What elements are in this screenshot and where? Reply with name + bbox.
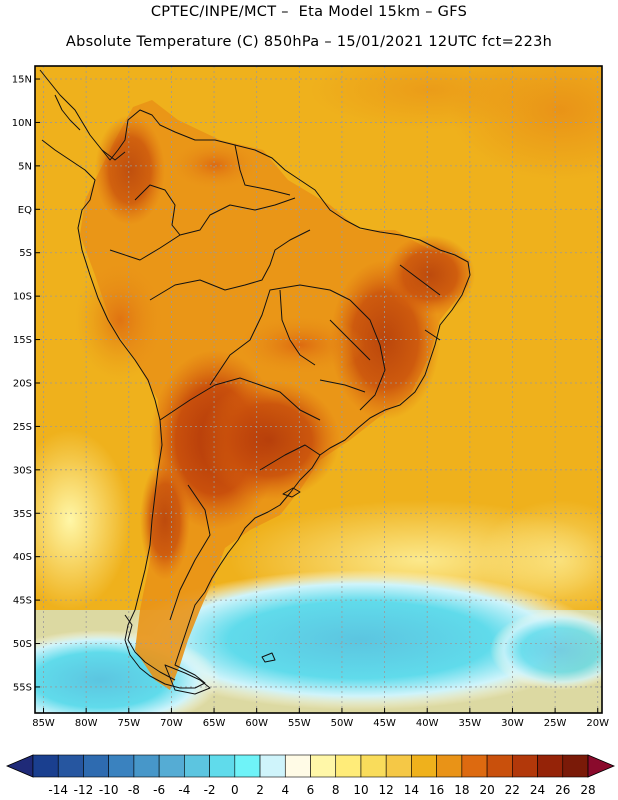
- colorbar-label: -6: [153, 783, 165, 797]
- colorbar-segment: [184, 754, 210, 778]
- lat-tick-label: 45S: [13, 596, 32, 607]
- colorbar-label: 20: [479, 783, 494, 797]
- lon-tick-label: 70W: [160, 718, 183, 729]
- colorbar-segment: [562, 754, 589, 778]
- colorbar-label: 28: [580, 783, 595, 797]
- colorbar-segment: [158, 754, 185, 778]
- colorbar-segment: [461, 754, 488, 778]
- colorbar-segment: [310, 754, 337, 778]
- colorbar-label: 2: [256, 783, 264, 797]
- colorbar-under-arrow: [5, 754, 34, 778]
- lat-tick-label: 15N: [12, 75, 32, 86]
- colorbar-label: -2: [204, 783, 216, 797]
- lon-tick-label: 55W: [288, 718, 311, 729]
- colorbar-label: 0: [231, 783, 239, 797]
- lat-tick-label: 50S: [13, 639, 32, 650]
- lon-tick-label: 65W: [203, 718, 226, 729]
- lat-tick-label: EQ: [18, 205, 32, 216]
- lat-tick-label: 5N: [18, 161, 32, 172]
- colorbar-segment: [385, 754, 412, 778]
- colorbar-label: 12: [379, 783, 394, 797]
- lon-tick-label: 75W: [117, 718, 140, 729]
- colorbar-segment: [537, 754, 564, 778]
- colorbar-label: 6: [307, 783, 315, 797]
- colorbar-segment: [360, 754, 387, 778]
- temperature-field: [35, 66, 602, 713]
- colorbar-label: -14: [48, 783, 68, 797]
- colorbar-segment: [486, 754, 513, 778]
- lon-tick-label: 40W: [416, 718, 439, 729]
- lat-tick-label: 30S: [13, 465, 32, 476]
- lon-tick-label: 45W: [373, 718, 396, 729]
- colorbar-segment: [57, 754, 84, 778]
- lat-tick-label: 25S: [13, 422, 32, 433]
- colorbar-label: -8: [128, 783, 140, 797]
- map-title-line1: CPTEC/INPE/MCT – Eta Model 15km – GFS: [150, 4, 468, 20]
- colorbar-label: 18: [454, 783, 469, 797]
- lat-tick-label: 10N: [12, 118, 32, 129]
- colorbar-segment: [133, 754, 160, 778]
- axis-ticks: 15N 10N 5N EQ 5S 10S 15S 20S 25S 30S 35S 40S 45S 50S 5…: [12, 75, 609, 729]
- colorbar-label: 8: [332, 783, 340, 797]
- lat-tick-label: 20S: [13, 378, 32, 389]
- colorbar-segment: [32, 754, 59, 778]
- colorbar-segment: [234, 754, 261, 778]
- lon-tick-label: 20W: [586, 718, 609, 729]
- colorbar-label: -4: [178, 783, 190, 797]
- colorbar-label: 4: [281, 783, 289, 797]
- colorbar-label: 22: [505, 783, 520, 797]
- colorbar-segment: [436, 754, 463, 778]
- map-frame: [34, 65, 603, 714]
- colorbar-segment: [335, 754, 362, 778]
- lat-tick-label: 15S: [13, 335, 32, 346]
- colorbar-label: 24: [530, 783, 545, 797]
- lat-tick-label: 40S: [13, 552, 32, 563]
- colorbar-segment: [284, 754, 311, 778]
- lat-tick-label: 35S: [13, 509, 32, 520]
- colorbar-label: 14: [404, 783, 419, 797]
- lon-tick-label: 30W: [501, 718, 524, 729]
- colorbar-over-arrow: [587, 754, 616, 778]
- lon-tick-label: 60W: [245, 718, 268, 729]
- colorbar-segment: [411, 754, 437, 778]
- colorbar-label: 16: [429, 783, 444, 797]
- colorbar-segment: [83, 754, 109, 778]
- lon-tick-label: 80W: [75, 718, 98, 729]
- colorbar-label: 26: [555, 783, 570, 797]
- colorbar-segment: [259, 754, 286, 778]
- lat-tick-label: 5S: [19, 248, 32, 259]
- colorbar-segment: [209, 754, 236, 778]
- lat-tick-label: 55S: [13, 682, 32, 693]
- lon-tick-label: 25W: [544, 718, 567, 729]
- lon-tick-label: 85W: [32, 718, 55, 729]
- lat-tick-label: 10S: [13, 292, 32, 303]
- colorbar-label: -12: [74, 783, 94, 797]
- lon-tick-label: 35W: [459, 718, 482, 729]
- colorbar-label: -10: [99, 783, 119, 797]
- colorbar: -14 -12 -10 -8 -6 -4 -2 0 2 4 6 8 10 12 14 16 18 20 22 24 26…: [5, 754, 616, 797]
- coastlines-and-borders: [39, 69, 471, 695]
- map-title-line2: Absolute Temperature (C) 850hPa – 15/01/…: [65, 34, 553, 50]
- lon-tick-label: 50W: [331, 718, 354, 729]
- colorbar-label: 10: [353, 783, 368, 797]
- colorbar-segment: [512, 754, 538, 778]
- colorbar-segment: [108, 754, 135, 778]
